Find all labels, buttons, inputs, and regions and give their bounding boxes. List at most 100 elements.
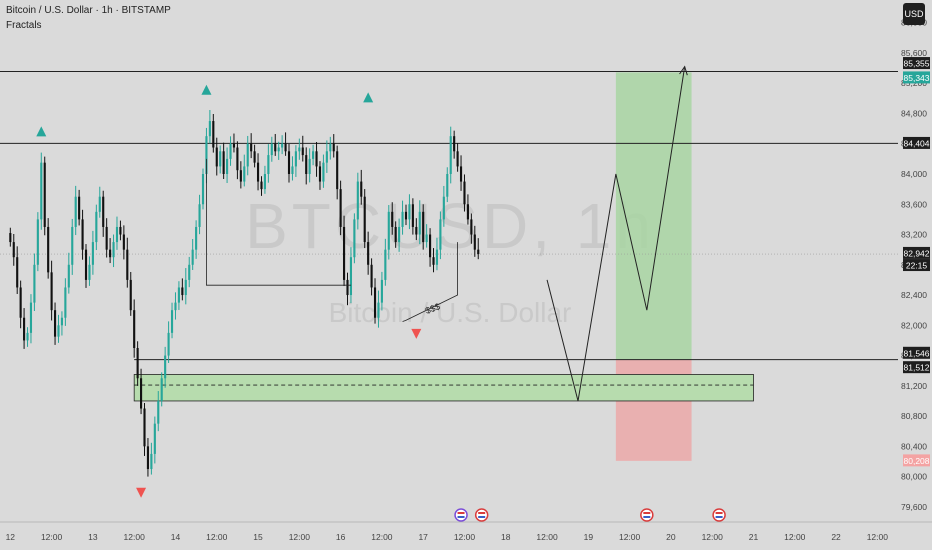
candle-body bbox=[157, 400, 160, 424]
price-label-box bbox=[903, 346, 930, 359]
candle-body bbox=[477, 249, 480, 255]
event-flag-stripe bbox=[643, 516, 651, 518]
candle-body bbox=[43, 162, 46, 227]
candle-body bbox=[222, 151, 225, 174]
candle-body bbox=[26, 332, 29, 341]
candle-body bbox=[287, 151, 291, 174]
candle-body bbox=[153, 423, 156, 454]
candle-body bbox=[256, 162, 260, 182]
candle-body bbox=[115, 226, 119, 243]
time-tick-label: 12:00 bbox=[206, 532, 228, 542]
event-flag-icon bbox=[474, 508, 489, 522]
candle-body bbox=[394, 226, 397, 243]
candle-body bbox=[404, 211, 408, 220]
candle-body bbox=[133, 310, 136, 348]
demand-zone bbox=[133, 374, 754, 402]
candle-body bbox=[219, 151, 222, 167]
candle-body bbox=[377, 302, 380, 318]
fractal-up-marker bbox=[201, 84, 212, 95]
candle-body bbox=[208, 121, 211, 137]
time-tick-label: 12:00 bbox=[702, 532, 724, 542]
candle-body bbox=[267, 155, 270, 174]
event-flag-stripe bbox=[457, 516, 465, 518]
candle-body bbox=[60, 317, 63, 326]
candle-body bbox=[195, 226, 198, 250]
candle-body bbox=[435, 249, 439, 265]
trade-zones bbox=[133, 72, 754, 461]
candle-body bbox=[439, 219, 442, 250]
price-candles bbox=[9, 109, 480, 477]
candle-body bbox=[418, 211, 421, 235]
time-tick-label: 22 bbox=[831, 532, 841, 542]
time-tick-label: 12:00 bbox=[41, 532, 63, 542]
watermark-name: Bitcoin / U.S. Dollar bbox=[329, 297, 572, 328]
candle-body bbox=[360, 181, 363, 197]
candle-body bbox=[336, 151, 339, 190]
candle-body bbox=[236, 147, 239, 171]
candle-body bbox=[174, 302, 177, 311]
candle-body bbox=[263, 174, 266, 190]
candle-body bbox=[129, 279, 132, 311]
candle-body bbox=[146, 446, 150, 470]
candle-body bbox=[102, 196, 105, 227]
price-label-box bbox=[903, 361, 930, 374]
candle-body bbox=[143, 408, 146, 447]
candle-body bbox=[398, 226, 401, 243]
candle-body bbox=[332, 143, 335, 152]
price-label-box bbox=[903, 454, 930, 467]
candle-body bbox=[401, 211, 404, 227]
time-tick-label: 13 bbox=[88, 532, 98, 542]
candle-body bbox=[325, 151, 328, 163]
candle-body bbox=[198, 204, 201, 227]
time-tick-label: 16 bbox=[336, 532, 346, 542]
candle-body bbox=[342, 226, 346, 280]
candle-body bbox=[367, 242, 370, 265]
candle-body bbox=[356, 181, 359, 220]
candle-body bbox=[232, 143, 236, 148]
candle-body bbox=[466, 204, 469, 220]
time-tick-label: 15 bbox=[253, 532, 263, 542]
time-tick-label: 19 bbox=[584, 532, 594, 542]
candle-body bbox=[136, 348, 139, 379]
fractal-up-marker bbox=[363, 92, 374, 103]
candle-body bbox=[339, 189, 342, 227]
candle-body bbox=[109, 249, 112, 258]
price-tick-label: 84,000 bbox=[901, 169, 927, 179]
indicator-label[interactable]: Fractals bbox=[6, 20, 42, 31]
time-tick-label: 12:00 bbox=[124, 532, 146, 542]
candle-body bbox=[150, 453, 153, 470]
event-flag-stripe bbox=[478, 512, 486, 514]
time-tick-label: 12:00 bbox=[784, 532, 806, 542]
range-line bbox=[206, 158, 351, 286]
time-tick-label: 12:00 bbox=[454, 532, 476, 542]
candle-body bbox=[126, 249, 129, 280]
candle-body bbox=[71, 226, 74, 265]
time-tick-label: 14 bbox=[171, 532, 181, 542]
candle-body bbox=[40, 162, 43, 220]
economic-events bbox=[454, 508, 726, 522]
candle-body bbox=[294, 151, 297, 167]
price-tick-label: 83,600 bbox=[901, 199, 927, 209]
currency-button[interactable]: USD bbox=[903, 3, 925, 25]
candle-body bbox=[188, 264, 191, 280]
candle-body bbox=[170, 310, 174, 333]
candle-body bbox=[422, 211, 425, 243]
event-flag-stripe bbox=[715, 512, 723, 514]
candle-body bbox=[91, 242, 94, 265]
candle-body bbox=[277, 147, 280, 152]
price-tick-label: 80,400 bbox=[901, 441, 927, 451]
candle-body bbox=[353, 219, 356, 258]
candle-body bbox=[446, 174, 449, 197]
time-tick-label: 18 bbox=[501, 532, 511, 542]
candle-body bbox=[363, 196, 366, 243]
candle-body bbox=[67, 264, 70, 288]
candle-body bbox=[57, 325, 60, 337]
candle-body bbox=[308, 158, 311, 174]
candle-body bbox=[139, 378, 143, 409]
candle-body bbox=[312, 151, 315, 159]
price-tick-label: 83,200 bbox=[901, 230, 927, 240]
price-tick-label: 80,800 bbox=[901, 411, 927, 421]
candle-body bbox=[47, 226, 50, 273]
